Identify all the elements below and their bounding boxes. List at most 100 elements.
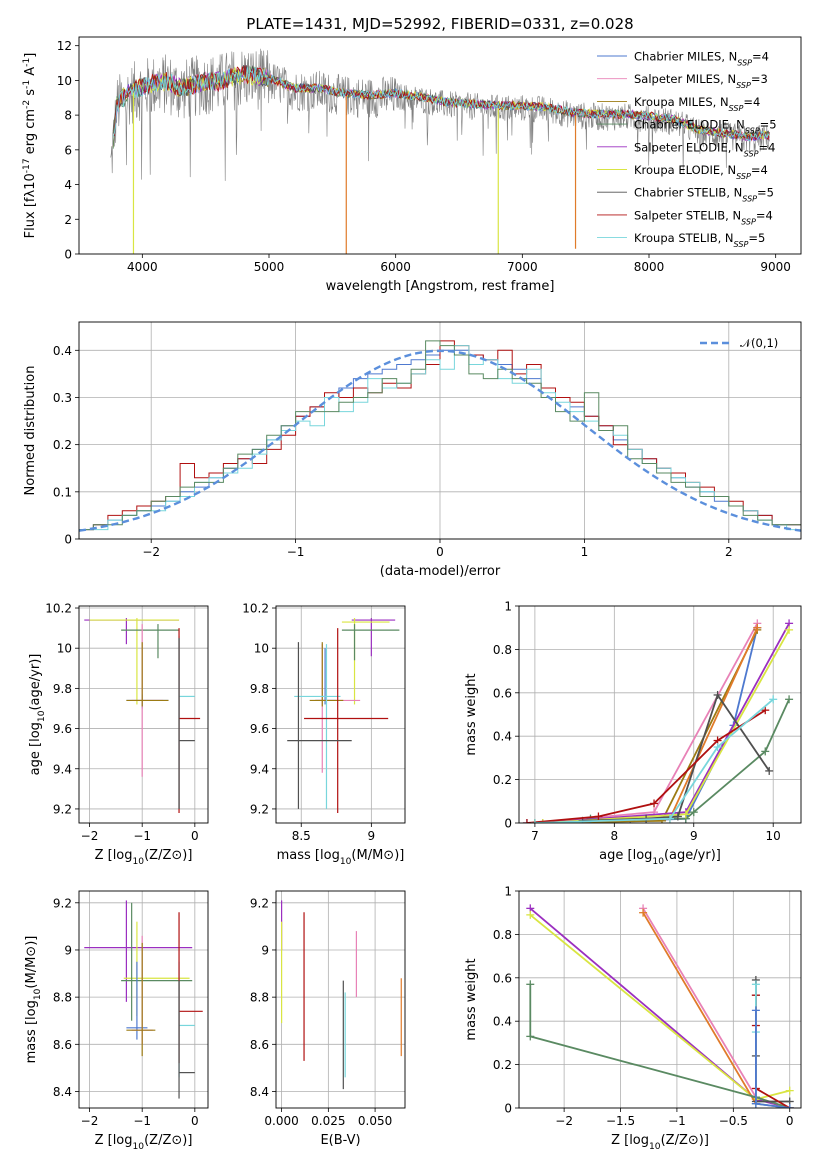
axes-frame — [78, 321, 802, 540]
weight-line-salpeter-elodie — [542, 622, 790, 823]
y-tick-label: 9.4 — [250, 762, 269, 776]
axes-frame — [518, 605, 802, 824]
y-tick-label: 0.2 — [53, 438, 72, 452]
plus-marker — [526, 980, 535, 989]
weight-line-chabrier-miles — [526, 627, 759, 823]
weight-line-kroupa-elodie — [542, 629, 790, 823]
y-tick-label: 0.6 — [493, 971, 512, 985]
y-tick-label: 0.8 — [493, 928, 512, 942]
plus-marker — [769, 695, 778, 704]
x-tick-label: 0 — [191, 1114, 199, 1128]
plus-marker — [713, 743, 722, 752]
legend-label: 𝒩(0,1) — [740, 336, 778, 350]
plot-area-mass_vs_Z — [84, 900, 203, 1099]
errorbar-point — [178, 636, 195, 809]
plot-area-weight_vs_age — [522, 619, 794, 823]
plus-marker — [751, 1099, 760, 1108]
figure-title: PLATE=1431, MJD=52992, FIBERID=0331, z=0… — [246, 15, 633, 33]
histogram-kroupa-stelib — [79, 345, 801, 539]
y-tick-label: 8.6 — [53, 1038, 72, 1052]
weight-line-chabrier-elodie — [590, 698, 790, 820]
y-tick-label: 9.8 — [250, 682, 269, 696]
x-tick-label: 7 — [531, 829, 539, 843]
legend-label: Salpeter ELODIE, NSSP=4 — [634, 140, 775, 158]
x-tick-label: 0.000 — [264, 1114, 298, 1128]
x-tick-label: −1 — [287, 545, 305, 559]
y-tick-label: 9.2 — [53, 802, 72, 816]
plus-marker — [538, 819, 547, 823]
axes-frame — [78, 890, 209, 1109]
legend-label: Kroupa MILES, NSSP=4 — [634, 95, 760, 113]
plus-marker — [785, 625, 794, 634]
x-tick-label: 9 — [690, 829, 698, 843]
y-tick-label: 0.4 — [493, 1015, 512, 1029]
x-tick-label: 5000 — [254, 260, 285, 274]
plot-area-spectrum — [110, 48, 770, 254]
y-tick-label: 0.4 — [493, 730, 512, 744]
y-tick-label: 0 — [64, 533, 72, 547]
x-axis-label: wavelength [Angstrom, rest frame] — [326, 279, 555, 294]
x-tick-label: 9 — [368, 829, 376, 843]
axes-frame — [78, 605, 209, 824]
y-tick-label: 0.2 — [493, 1058, 512, 1072]
errorbar-point — [126, 642, 169, 707]
x-tick-label: 0.050 — [358, 1114, 392, 1128]
y-tick-label: 0 — [64, 248, 72, 262]
x-axis-label: (data-model)/error — [380, 564, 501, 579]
x-axis-label: age [log10(age/yr)] — [599, 848, 721, 867]
weight-line-kroupa-stelib — [534, 698, 774, 823]
y-tick-label: 8.8 — [53, 991, 72, 1005]
y-tick-label: 0.3 — [53, 391, 72, 405]
x-tick-label: −2 — [81, 1114, 99, 1128]
y-tick-label: 4 — [64, 178, 72, 192]
weight-line-chabrier-stelib — [755, 980, 790, 1103]
y-tick-label: 0.8 — [493, 643, 512, 657]
x-tick-label: 8 — [611, 829, 619, 843]
plus-marker — [526, 910, 535, 919]
y-tick-label: 10 — [254, 642, 269, 656]
errorbar-point — [121, 902, 193, 1021]
weight-line-salpeter-miles — [534, 622, 759, 823]
panel-mass_vs_EBV: 0.000 0.025 0.050 8.4 8.6 8.8 9 9.2 E(B-V) — [250, 890, 406, 1148]
axes-frame — [275, 890, 406, 1109]
plus-marker — [785, 1086, 794, 1095]
plus-marker — [681, 810, 690, 819]
plus-marker — [526, 1032, 535, 1041]
x-tick-label: −1 — [133, 829, 151, 843]
weight-line-chabrier-miles — [755, 1010, 790, 1108]
plus-marker — [785, 695, 794, 704]
panel-mass_vs_Z: −2 −1 0 8.4 8.6 8.8 9 9.2 Z [log10(Z/Z⊙)] mass [l… — [24, 890, 209, 1152]
gaussian-curve — [79, 349, 801, 532]
observed-spectrum-line — [110, 48, 770, 181]
legend-label: Chabrier STELIB, NSSP=5 — [634, 186, 774, 204]
plot-area-residuals — [79, 340, 801, 539]
y-tick-label: 1 — [504, 600, 512, 614]
y-tick-label: 9.2 — [250, 802, 269, 816]
x-tick-label: 1 — [581, 545, 589, 559]
errorbar-point — [126, 694, 169, 709]
errorbar-point — [304, 628, 389, 813]
y-axis-label: Flux [fλ10-17 erg cm-2 s-1 A-1] — [22, 53, 38, 239]
errorbar-point — [121, 624, 180, 659]
y-tick-label: 9 — [261, 943, 269, 957]
y-axis-label: Normed distribution — [23, 366, 38, 496]
x-tick-label: 0 — [191, 829, 199, 843]
x-tick-label: 4000 — [127, 260, 158, 274]
panel-residuals: −2 −1 0 1 2 0 0.1 0.2 0.3 0.4 (data-model)/error No… — [23, 321, 802, 579]
y-tick-label: 9.2 — [53, 896, 72, 910]
model-spectrum-kroupa-elodie — [112, 66, 770, 140]
plus-marker — [761, 706, 770, 715]
y-tick-label: 10.2 — [242, 602, 269, 616]
axes-frame — [275, 605, 406, 824]
x-tick-label: −1 — [133, 1114, 151, 1128]
plot-area-age_vs_mass — [287, 618, 400, 813]
plus-marker — [530, 819, 539, 823]
x-tick-label: 9000 — [760, 260, 791, 274]
plus-marker — [761, 747, 770, 756]
errorbar-point — [89, 618, 180, 705]
chart-panels: 4000 5000 6000 7000 8000 9000024681012wavelen… — [22, 36, 802, 1152]
legend-label: Kroupa STELIB, NSSP=5 — [634, 231, 765, 249]
y-tick-label: 10.2 — [45, 602, 72, 616]
errorbar-point — [351, 618, 396, 657]
